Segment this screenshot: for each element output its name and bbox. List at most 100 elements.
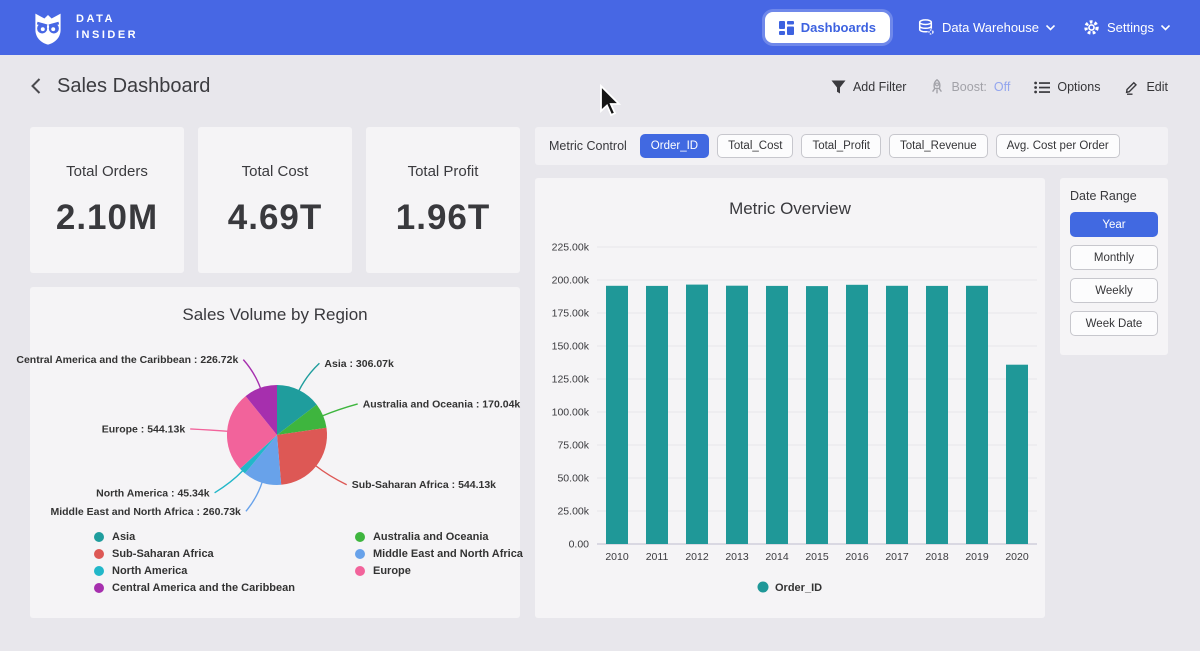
- nav-dashboards-label: Dashboards: [800, 20, 876, 35]
- date-range-option-week-date[interactable]: Week Date: [1070, 311, 1158, 336]
- date-range-option-year[interactable]: Year: [1070, 212, 1158, 237]
- metric-option-total-cost[interactable]: Total_Cost: [717, 134, 794, 158]
- pie-slice-annotation: Central America and the Caribbean : 226.…: [16, 354, 238, 366]
- bar-2010[interactable]: [606, 285, 628, 544]
- x-axis-tick-label: 2019: [965, 551, 989, 563]
- logo-text-line2: INSIDER: [76, 28, 139, 41]
- boost-state: Off: [993, 80, 1011, 94]
- pie-leader-line: [321, 403, 358, 417]
- chevron-down-icon: [1046, 24, 1056, 31]
- pie-slice-sub-saharan-africa[interactable]: [277, 427, 328, 485]
- pie-legend-item-europe[interactable]: Europe: [354, 565, 523, 577]
- app-logo: DATA INSIDER: [30, 10, 138, 46]
- bar-2015[interactable]: [806, 286, 828, 544]
- database-icon: [918, 19, 935, 36]
- pie-leader-line: [214, 469, 244, 494]
- bar-2018[interactable]: [926, 285, 948, 544]
- date-range-option-monthly[interactable]: Monthly: [1070, 245, 1158, 270]
- pie-legend-item-central-america-and-the-caribbean[interactable]: Central America and the Caribbean: [94, 582, 295, 594]
- metric-control-label: Metric Control: [549, 139, 627, 153]
- bar-2012[interactable]: [686, 284, 708, 544]
- y-axis-tick-label: 25.00k: [557, 506, 589, 518]
- back-chevron-button[interactable]: [26, 75, 48, 97]
- y-axis-tick-label: 225.00k: [552, 242, 590, 254]
- boost-rocket-icon: [932, 79, 943, 94]
- x-axis-tick-label: 2014: [765, 551, 789, 563]
- pie-slice-europe[interactable]: [226, 396, 277, 469]
- bar-chart-title: Metric Overview: [729, 199, 851, 218]
- kpi-label: Total Orders: [66, 162, 148, 180]
- x-axis-tick-label: 2010: [605, 551, 629, 563]
- x-axis-tick-label: 2015: [805, 551, 829, 563]
- pie-chart-title: Sales Volume by Region: [182, 305, 368, 324]
- date-range-option-weekly[interactable]: Weekly: [1070, 278, 1158, 303]
- metric-option-total-profit[interactable]: Total_Profit: [801, 134, 881, 158]
- add-filter-label: Add Filter: [852, 80, 907, 94]
- pie-slice-asia[interactable]: [277, 385, 317, 435]
- bar-2014[interactable]: [766, 285, 788, 544]
- pie-legend: Asia Sub-Saharan Africa North America Centr…: [94, 531, 523, 594]
- pie-slice-annotation: Europe : 544.13k: [102, 423, 186, 435]
- pie-leader-line: [298, 362, 320, 392]
- pie-slice-annotation: Asia : 306.07k: [324, 358, 394, 370]
- legend-label: Australia and Oceania: [372, 531, 489, 543]
- boost-toggle[interactable]: Boost: Off: [930, 79, 1010, 95]
- legend-label: Sub-Saharan Africa: [112, 548, 214, 560]
- add-filter-button[interactable]: Add Filter: [831, 80, 907, 94]
- pie-slice-north-america[interactable]: [240, 435, 277, 474]
- kpi-value: 1.96T: [395, 197, 491, 237]
- metric-option-order-id[interactable]: Order_ID: [639, 134, 710, 158]
- nav-settings-menu[interactable]: Settings: [1083, 19, 1170, 36]
- pie-legend-item-sub-saharan-africa[interactable]: Sub-Saharan Africa: [94, 548, 295, 560]
- metric-option-avg-cost-per-order[interactable]: Avg. Cost per Order: [995, 134, 1120, 158]
- y-axis-tick-label: 175.00k: [552, 308, 590, 320]
- legend-label: Europe: [372, 565, 411, 577]
- pie-leader-line: [314, 464, 348, 486]
- pie-legend-item-middle-east-and-north-africa[interactable]: Middle East and North Africa: [354, 548, 523, 560]
- y-axis-tick-label: 75.00k: [557, 440, 589, 452]
- options-list-icon: [1034, 81, 1051, 93]
- legend-dot: [354, 566, 365, 576]
- pie-leader-line: [245, 481, 263, 512]
- pie-legend-item-north-america[interactable]: North America: [94, 565, 295, 577]
- legend-dot: [94, 583, 104, 593]
- bar-legend-item-order-id[interactable]: Order_ID: [757, 581, 823, 595]
- metric-control-bar: Metric Control Order_ID Total_Cost Total_P…: [535, 127, 1168, 165]
- legend-dot: [354, 549, 365, 559]
- pie-slice-australia-and-oceania[interactable]: [277, 404, 327, 435]
- nav-data-warehouse-menu[interactable]: Data Warehouse: [918, 19, 1056, 36]
- x-axis-tick-label: 2013: [725, 551, 749, 563]
- pie-legend-item-australia-and-oceania[interactable]: Australia and Oceania: [354, 531, 523, 543]
- date-range-label: Date Range: [1070, 189, 1137, 203]
- legend-label: Central America and the Caribbean: [112, 582, 295, 594]
- y-axis-tick-label: 100.00k: [552, 407, 590, 419]
- kpi-value: 4.69T: [227, 197, 323, 237]
- bar-2011[interactable]: [646, 285, 668, 544]
- owl-logo-icon: [35, 13, 61, 45]
- y-axis-tick-label: 200.00k: [552, 275, 590, 287]
- bar-2017[interactable]: [886, 285, 908, 544]
- x-axis-tick-label: 2011: [646, 551, 669, 563]
- boost-label: Boost:: [951, 80, 987, 94]
- edit-pencil-icon: [1126, 81, 1138, 95]
- page-header: Sales Dashboard Add Filter Boost: Off Op…: [0, 55, 1200, 117]
- kpi-label: Total Profit: [407, 162, 479, 180]
- kpi-value: 2.10M: [55, 197, 159, 237]
- legend-dot: [354, 532, 365, 542]
- bar-2016[interactable]: [846, 284, 868, 544]
- edit-button[interactable]: Edit: [1124, 80, 1168, 95]
- nav-dashboards-button[interactable]: Dashboards: [764, 12, 890, 43]
- bar-2019[interactable]: [966, 285, 988, 544]
- bar-2020[interactable]: [1006, 364, 1028, 544]
- options-button[interactable]: Options: [1034, 80, 1100, 94]
- pie-slice-central-america-and-the-caribbean[interactable]: [245, 385, 277, 435]
- kpi-label: Total Cost: [241, 162, 309, 180]
- bar-2013[interactable]: [726, 285, 748, 544]
- metric-option-total-revenue[interactable]: Total_Revenue: [888, 134, 988, 158]
- pie-slice-middle-east-and-north-africa[interactable]: [244, 435, 282, 485]
- pie-legend-item-asia[interactable]: Asia: [94, 531, 295, 543]
- metric-options-group: Order_ID Total_Cost Total_Profit Total_Reve…: [639, 134, 1120, 158]
- x-axis-tick-label: 2017: [885, 551, 909, 563]
- y-axis-tick-label: 150.00k: [552, 341, 590, 353]
- legend-dot: [757, 581, 769, 593]
